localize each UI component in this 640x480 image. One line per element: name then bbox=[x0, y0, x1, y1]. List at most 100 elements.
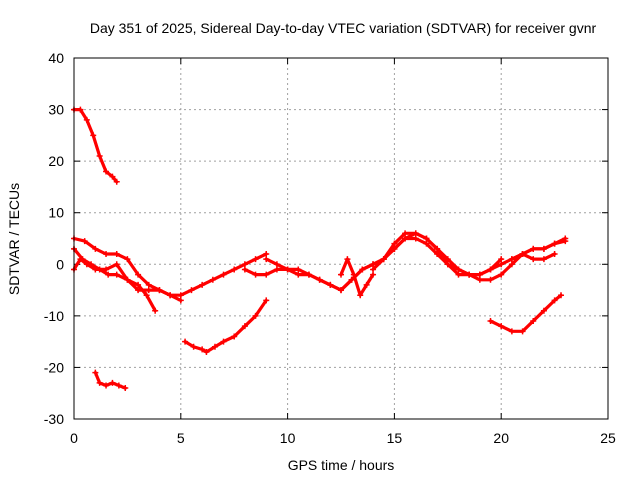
data-point bbox=[77, 106, 84, 113]
data-point bbox=[508, 256, 515, 263]
data-point bbox=[498, 261, 505, 268]
x-tick-label: 5 bbox=[177, 430, 185, 446]
data-point bbox=[135, 287, 142, 294]
data-point bbox=[476, 271, 483, 278]
axis-ticks: 0 5 10 15 20 25 -30 -20 -10 0 10 20 30 40 bbox=[44, 50, 616, 446]
data-point bbox=[284, 266, 291, 273]
data-point bbox=[263, 297, 270, 304]
data-point bbox=[363, 281, 370, 288]
y-axis-label: SDTVAR / TECUs bbox=[6, 183, 22, 295]
data-point bbox=[487, 266, 494, 273]
data-point bbox=[156, 287, 163, 294]
data-point bbox=[263, 271, 270, 278]
data-point bbox=[92, 266, 99, 273]
y-tick-label: 0 bbox=[56, 256, 64, 272]
data-point bbox=[273, 261, 280, 268]
data-point bbox=[190, 343, 197, 350]
data-point bbox=[498, 271, 505, 278]
data-point bbox=[338, 271, 344, 278]
data-point bbox=[423, 240, 430, 247]
x-axis-label: GPS time / hours bbox=[288, 457, 395, 473]
data-point bbox=[305, 271, 312, 278]
data-point bbox=[252, 256, 259, 263]
data-point bbox=[122, 385, 129, 392]
data-point bbox=[402, 230, 409, 237]
data-point bbox=[92, 245, 99, 252]
data-point bbox=[211, 343, 218, 350]
data-point bbox=[241, 261, 248, 268]
series-track-6 bbox=[183, 298, 268, 354]
data-point bbox=[508, 328, 515, 335]
data-point bbox=[348, 276, 355, 283]
data-point bbox=[252, 271, 259, 278]
data-point bbox=[455, 271, 462, 278]
y-tick-label: -20 bbox=[44, 359, 64, 375]
data-point bbox=[498, 323, 505, 330]
y-tick-label: -30 bbox=[44, 411, 64, 427]
data-point bbox=[295, 271, 302, 278]
data-point bbox=[135, 271, 142, 278]
data-point bbox=[350, 271, 357, 278]
data-point bbox=[109, 379, 116, 386]
data-point bbox=[434, 245, 441, 252]
series-track-10 bbox=[339, 257, 375, 297]
series-track-8 bbox=[264, 231, 567, 292]
x-tick-label: 10 bbox=[280, 430, 296, 446]
data-point bbox=[263, 250, 270, 257]
data-point bbox=[77, 256, 84, 263]
data-point bbox=[177, 297, 184, 304]
data-point bbox=[402, 235, 409, 242]
data-point bbox=[152, 307, 159, 314]
data-point bbox=[231, 333, 238, 340]
data-point bbox=[115, 382, 122, 389]
data-point bbox=[113, 261, 120, 268]
y-tick-label: 30 bbox=[48, 102, 64, 118]
data-point bbox=[273, 266, 280, 273]
data-point bbox=[103, 168, 110, 175]
data-point bbox=[391, 240, 398, 247]
data-point bbox=[316, 276, 323, 283]
data-point bbox=[562, 235, 569, 242]
data-point bbox=[487, 318, 494, 325]
data-series bbox=[71, 106, 569, 392]
y-tick-label: 40 bbox=[48, 50, 64, 66]
series-track-1 bbox=[72, 107, 119, 184]
data-point bbox=[241, 266, 248, 273]
data-point bbox=[113, 271, 120, 278]
data-point bbox=[412, 235, 419, 242]
x-tick-label: 15 bbox=[387, 430, 403, 446]
data-point bbox=[508, 261, 515, 268]
data-point bbox=[519, 328, 526, 335]
data-point bbox=[177, 292, 184, 299]
y-tick-label: 10 bbox=[48, 205, 64, 221]
data-point bbox=[423, 235, 430, 242]
data-point bbox=[540, 256, 547, 263]
data-point bbox=[344, 256, 351, 263]
data-point bbox=[359, 266, 366, 273]
data-point bbox=[199, 281, 206, 288]
data-point bbox=[81, 238, 88, 245]
data-point bbox=[92, 369, 99, 376]
data-point bbox=[370, 266, 377, 273]
series-track-11 bbox=[488, 293, 563, 333]
x-tick-label: 25 bbox=[600, 430, 616, 446]
data-point bbox=[220, 271, 227, 278]
data-point bbox=[145, 281, 152, 288]
data-point bbox=[241, 323, 248, 330]
data-point bbox=[558, 292, 565, 299]
data-point bbox=[551, 250, 558, 257]
x-tick-label: 0 bbox=[70, 430, 78, 446]
data-point bbox=[103, 382, 110, 389]
data-point bbox=[370, 261, 377, 268]
data-point bbox=[109, 173, 116, 180]
series-track-3 bbox=[72, 236, 268, 297]
data-point bbox=[455, 266, 462, 273]
y-tick-label: 20 bbox=[48, 153, 64, 169]
chart-title: Day 351 of 2025, Sidereal Day-to-day VTE… bbox=[90, 20, 597, 36]
data-point bbox=[135, 281, 142, 288]
data-point bbox=[338, 287, 344, 294]
data-point bbox=[124, 276, 131, 283]
data-point bbox=[83, 261, 90, 268]
data-point bbox=[370, 271, 377, 278]
y-tick-label: -10 bbox=[44, 308, 64, 324]
